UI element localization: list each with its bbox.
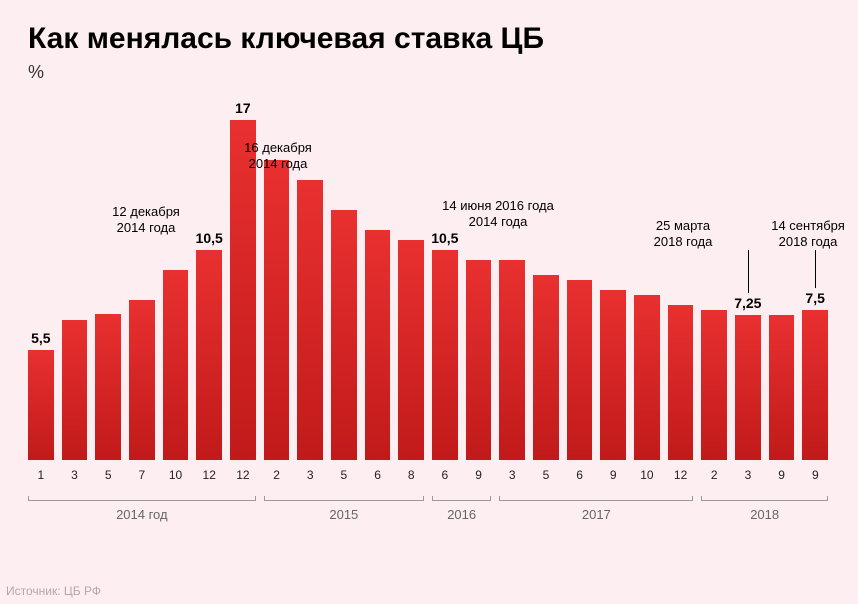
callout: 25 марта2018 года: [654, 218, 713, 249]
bar: [297, 180, 323, 460]
callout: 14 сентября2018 года: [771, 218, 845, 249]
bar-value-label: 10,5: [425, 230, 465, 246]
x-tick: 3: [735, 468, 761, 482]
bar: [264, 160, 290, 460]
bar: [129, 300, 155, 460]
bar: [802, 310, 828, 460]
x-tick: 3: [499, 468, 525, 482]
bar: [567, 280, 593, 460]
bar-value-label: 17: [223, 100, 263, 116]
bar: [499, 260, 525, 460]
x-tick: 9: [466, 468, 492, 482]
bar: [668, 305, 694, 460]
bar: [331, 210, 357, 460]
bar: [466, 260, 492, 460]
bar: [533, 275, 559, 460]
callout-line: [815, 250, 816, 288]
x-tick: 8: [398, 468, 424, 482]
bar: [398, 240, 424, 460]
year-segments: 2014 год 2015 2016 2017 2018: [28, 500, 828, 530]
y-axis-unit: %: [28, 62, 44, 83]
x-tick: 5: [95, 468, 121, 482]
bar-value-label: 5,5: [21, 330, 61, 346]
bar: [28, 350, 54, 460]
x-tick: 6: [365, 468, 391, 482]
x-tick: 12: [230, 468, 256, 482]
bar: [735, 315, 761, 460]
year-segment: 2015: [264, 500, 424, 522]
x-tick: 6: [567, 468, 593, 482]
bar: [62, 320, 88, 460]
x-tick: 9: [600, 468, 626, 482]
bar-container: [28, 120, 828, 460]
x-tick: 12: [196, 468, 222, 482]
x-tick: 10: [163, 468, 189, 482]
bar: [95, 314, 121, 460]
x-tick: 2: [264, 468, 290, 482]
year-segment: 2016: [432, 500, 491, 522]
x-tick: 5: [533, 468, 559, 482]
x-tick: 5: [331, 468, 357, 482]
bar-value-label: 10,5: [189, 230, 229, 246]
bar: [432, 250, 458, 460]
bar: [769, 315, 795, 460]
callout: 14 июня 2016 года2014 года: [442, 198, 554, 229]
bar: [163, 270, 189, 460]
bar-value-label: 7,25: [728, 295, 768, 311]
bar: [365, 230, 391, 460]
year-segment: 2017: [499, 500, 693, 522]
x-tick: 9: [802, 468, 828, 482]
callout: 12 декабря2014 года: [112, 204, 180, 235]
x-tick: 1: [28, 468, 54, 482]
x-tick: 12: [668, 468, 694, 482]
year-segment: 2018: [701, 500, 828, 522]
callout-line: [748, 250, 749, 293]
x-tick: 7: [129, 468, 155, 482]
x-tick: 3: [297, 468, 323, 482]
source-label: Источник: ЦБ РФ: [6, 584, 101, 598]
chart-area: 12 декабря2014 года 16 декабря2014 года 14…: [28, 120, 828, 460]
x-tick: 2: [701, 468, 727, 482]
x-tick: 3: [62, 468, 88, 482]
bar: [600, 290, 626, 460]
chart-title: Как менялась ключевая ставка ЦБ: [28, 22, 544, 56]
callout: 16 декабря2014 года: [244, 140, 312, 171]
x-tick: 6: [432, 468, 458, 482]
x-tick: 9: [769, 468, 795, 482]
bar: [196, 250, 222, 460]
bar-value-label: 7,5: [795, 290, 835, 306]
year-segment: 2014 год: [28, 500, 256, 522]
bar: [634, 295, 660, 460]
bar: [701, 310, 727, 460]
x-axis-ticks: 13571012122356869356910122399: [28, 468, 828, 482]
x-tick: 10: [634, 468, 660, 482]
